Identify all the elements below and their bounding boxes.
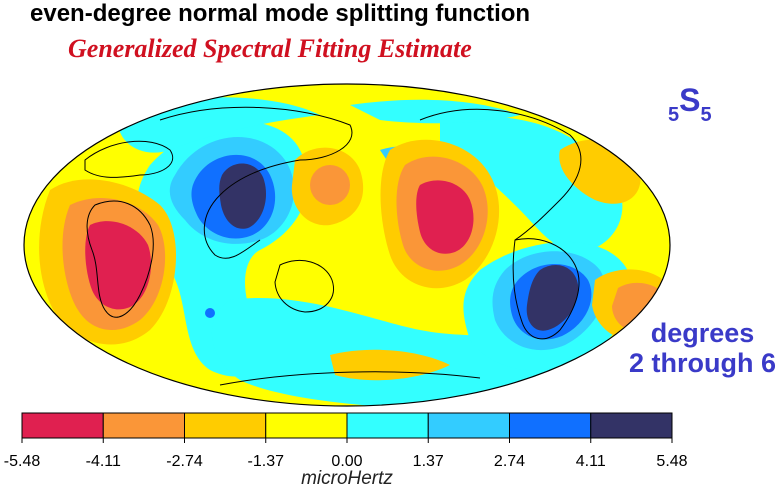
coastline-north-america xyxy=(419,108,582,241)
colorbar-tick-label: 0.00 xyxy=(331,453,363,470)
mode-prefix: 5 xyxy=(668,104,680,126)
blue-spot-indian-ocean xyxy=(205,308,215,318)
darkest-region-asia xyxy=(219,163,267,229)
cyan-region-north-east xyxy=(350,99,520,124)
colorbar-swatch xyxy=(427,412,510,439)
coastline-asia xyxy=(159,106,353,259)
red-region-africa xyxy=(85,221,152,310)
darkest-region-southamerica xyxy=(526,265,579,331)
title: even-degree normal mode splitting functi… xyxy=(30,0,531,27)
colorbar-swatch xyxy=(590,412,673,439)
mode-suffix: 5 xyxy=(700,104,712,126)
colorbar-swatch xyxy=(509,412,592,439)
colorbar-tick-label: 2.74 xyxy=(493,453,526,470)
colorbar-unit: microHertz xyxy=(301,468,393,489)
coastlines xyxy=(84,106,582,386)
colorbar-tick-label: 1.37 xyxy=(412,453,444,470)
coastline-africa xyxy=(86,200,154,318)
colorbar-tick-label: 5.48 xyxy=(656,453,688,470)
subtitle: Generalized Spectral Fitting Estimate xyxy=(68,34,472,63)
mollweide-map xyxy=(23,83,671,407)
colorbar-swatch xyxy=(265,412,348,439)
colorbar-tick-label: -5.48 xyxy=(3,453,41,470)
colorbar xyxy=(21,412,673,443)
degrees-line-1: degrees xyxy=(650,318,755,348)
orange-region-south-atlantic xyxy=(612,282,669,333)
degrees-line-2: 2 through 6 xyxy=(629,348,776,378)
colorbar-tick-label: -1.37 xyxy=(247,453,284,470)
colorbar-swatch xyxy=(346,412,429,439)
colorbar-tick-label: -4.11 xyxy=(85,453,121,470)
degrees-label: degrees 2 through 6 xyxy=(629,318,776,378)
coastline-antarctica xyxy=(219,371,481,386)
red-region-pacific xyxy=(416,180,474,254)
colorbar-swatch xyxy=(184,412,267,439)
globe-outline xyxy=(23,83,671,407)
coastline-south-america xyxy=(512,238,580,340)
colorbar-swatch xyxy=(21,412,104,439)
mode-letter: S xyxy=(679,82,701,118)
coastline-australia xyxy=(274,259,334,313)
coastline-europe xyxy=(84,140,173,178)
colorbar-tick-label: 4.11 xyxy=(575,453,606,470)
colorbar-swatch xyxy=(102,412,185,439)
orange-spot-pacific xyxy=(310,165,350,205)
colorbar-tick-label: -2.74 xyxy=(166,453,203,470)
mode-label: 5S5 xyxy=(668,82,712,126)
